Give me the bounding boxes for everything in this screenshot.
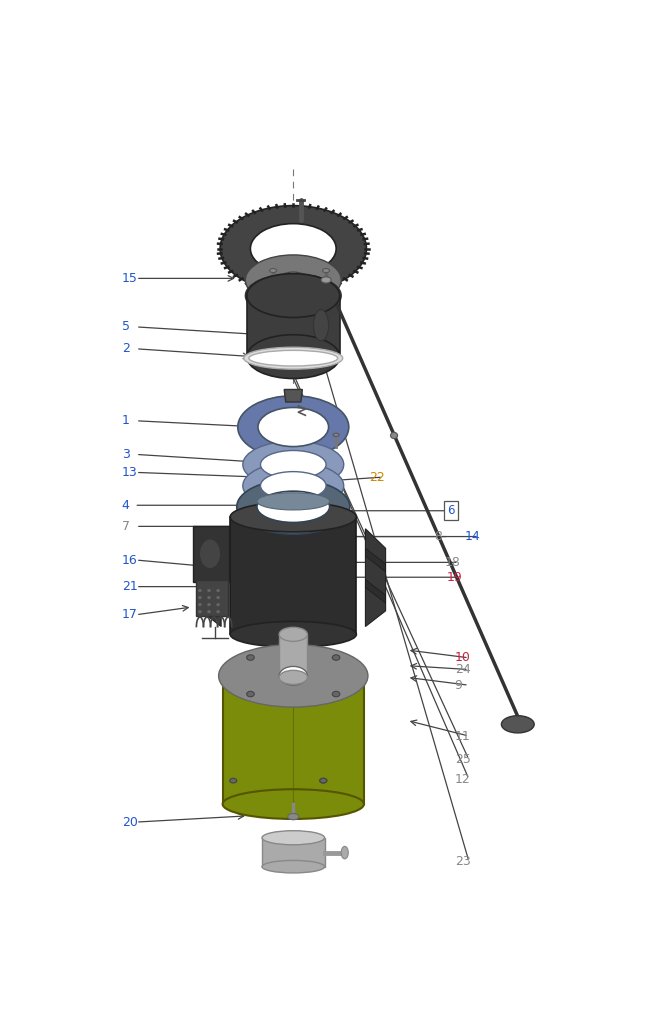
Ellipse shape	[262, 861, 325, 873]
Ellipse shape	[198, 610, 202, 614]
Ellipse shape	[244, 347, 342, 369]
Ellipse shape	[230, 778, 237, 783]
Ellipse shape	[247, 273, 340, 317]
Ellipse shape	[223, 664, 364, 697]
Ellipse shape	[243, 441, 344, 488]
Polygon shape	[284, 389, 302, 402]
Ellipse shape	[207, 604, 211, 607]
Ellipse shape	[321, 276, 331, 283]
Text: 23: 23	[454, 854, 471, 868]
Ellipse shape	[279, 627, 307, 641]
Ellipse shape	[257, 491, 329, 522]
Text: 12: 12	[454, 772, 471, 785]
Ellipse shape	[320, 778, 327, 783]
Text: 24: 24	[454, 663, 471, 676]
Ellipse shape	[332, 654, 340, 660]
Ellipse shape	[279, 666, 307, 685]
Text: 14: 14	[465, 530, 480, 543]
Ellipse shape	[223, 789, 364, 819]
Polygon shape	[201, 579, 221, 604]
Ellipse shape	[247, 334, 340, 379]
Ellipse shape	[270, 268, 277, 272]
Ellipse shape	[198, 589, 202, 592]
Ellipse shape	[332, 691, 340, 697]
Ellipse shape	[333, 433, 339, 437]
Ellipse shape	[320, 778, 327, 783]
Ellipse shape	[243, 462, 344, 509]
FancyBboxPatch shape	[193, 526, 229, 582]
Ellipse shape	[258, 407, 329, 447]
Ellipse shape	[199, 538, 221, 569]
Ellipse shape	[238, 395, 349, 458]
Text: 21: 21	[122, 580, 137, 593]
Polygon shape	[365, 528, 385, 627]
Polygon shape	[230, 517, 356, 634]
Ellipse shape	[216, 604, 220, 607]
Text: 7: 7	[122, 520, 130, 532]
Ellipse shape	[216, 596, 220, 599]
Text: 11: 11	[454, 729, 471, 743]
Ellipse shape	[198, 596, 202, 599]
Text: 25: 25	[454, 753, 471, 766]
Text: 15: 15	[122, 272, 137, 284]
Text: 1: 1	[122, 415, 130, 428]
Text: 6: 6	[447, 504, 454, 517]
Ellipse shape	[257, 493, 329, 510]
Ellipse shape	[262, 831, 325, 844]
Ellipse shape	[207, 596, 211, 599]
Text: 3: 3	[122, 448, 130, 461]
Text: 13: 13	[122, 466, 137, 479]
Ellipse shape	[245, 255, 341, 305]
FancyBboxPatch shape	[197, 580, 228, 617]
Ellipse shape	[266, 283, 321, 307]
Ellipse shape	[278, 272, 309, 288]
Text: 5: 5	[122, 320, 130, 333]
Text: 4: 4	[122, 499, 130, 512]
Polygon shape	[279, 634, 307, 678]
Ellipse shape	[247, 654, 255, 660]
Ellipse shape	[220, 205, 367, 292]
Text: 10: 10	[454, 651, 471, 664]
Text: 20: 20	[122, 816, 137, 829]
Polygon shape	[201, 528, 221, 627]
Ellipse shape	[391, 433, 398, 439]
Ellipse shape	[216, 610, 220, 614]
Ellipse shape	[207, 610, 211, 614]
Ellipse shape	[198, 604, 202, 607]
Ellipse shape	[207, 589, 211, 592]
Polygon shape	[223, 681, 364, 804]
Ellipse shape	[288, 814, 299, 820]
Ellipse shape	[279, 671, 307, 685]
Ellipse shape	[341, 846, 348, 859]
Ellipse shape	[245, 273, 341, 317]
Polygon shape	[365, 579, 385, 604]
Ellipse shape	[251, 224, 336, 273]
Text: 17: 17	[122, 609, 137, 621]
Text: 16: 16	[122, 554, 137, 567]
Polygon shape	[201, 549, 221, 572]
Ellipse shape	[501, 715, 534, 733]
Ellipse shape	[247, 691, 255, 697]
Ellipse shape	[230, 502, 356, 531]
Text: 19: 19	[447, 571, 463, 584]
Polygon shape	[262, 838, 325, 867]
Ellipse shape	[216, 589, 220, 592]
Ellipse shape	[230, 622, 356, 647]
Ellipse shape	[249, 351, 338, 366]
Ellipse shape	[313, 310, 329, 341]
Text: 8: 8	[435, 530, 443, 543]
Polygon shape	[247, 296, 340, 357]
Text: 2: 2	[122, 342, 130, 356]
Ellipse shape	[219, 644, 368, 707]
Ellipse shape	[322, 268, 329, 272]
Ellipse shape	[237, 480, 350, 534]
Polygon shape	[365, 549, 385, 572]
Text: 22: 22	[369, 470, 385, 484]
Text: 18: 18	[445, 556, 460, 569]
Ellipse shape	[260, 471, 326, 500]
Ellipse shape	[260, 450, 326, 479]
Text: 9: 9	[454, 679, 463, 692]
